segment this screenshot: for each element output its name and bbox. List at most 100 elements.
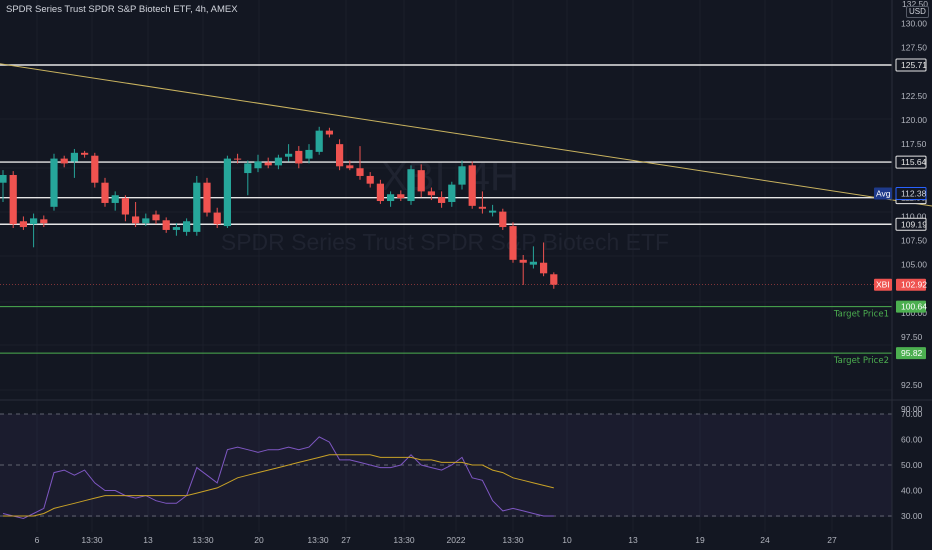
candle-body (295, 150, 303, 164)
candle-body (19, 221, 27, 228)
price-tick-label: 130.00 (901, 19, 927, 29)
candle (438, 191, 446, 208)
price-tick-label: 122.50 (901, 91, 927, 101)
candle (81, 150, 89, 158)
candle (19, 216, 27, 230)
target-label: Target Price2 (833, 356, 889, 366)
chart-title: SPDR Series Trust SPDR S&P Biotech ETF, … (6, 4, 238, 15)
level-tag: 109.19 (895, 217, 927, 231)
time-tick-label: 13:30 (502, 535, 524, 545)
candle-body (519, 259, 527, 263)
target-label: Target Price1 (833, 310, 889, 320)
watermark-name: SPDR Series Trust SPDR S&P Biotech ETF (221, 229, 669, 255)
candle (193, 175, 201, 236)
avg-tag-text: 112.38 (901, 189, 927, 199)
candle-body (244, 163, 252, 174)
candle-body (325, 130, 333, 135)
candle-body (315, 130, 323, 152)
candle-body (499, 211, 507, 228)
candle-body (132, 216, 140, 224)
time-tick-label: 27 (341, 535, 351, 545)
candle (540, 242, 548, 277)
candle-body (60, 158, 68, 164)
price-tick-label: 110.00 (901, 211, 927, 221)
candle-body (142, 218, 150, 224)
candle (70, 148, 78, 178)
rsi-pane (0, 413, 892, 520)
rsi-ma-line (3, 454, 554, 517)
candle-body (81, 152, 89, 155)
candle-body (427, 191, 435, 196)
last-price-tag-bg (896, 278, 926, 291)
price-tick-label: 90.00 (901, 404, 923, 414)
candle (91, 152, 99, 188)
candle (519, 255, 527, 285)
candle-body (234, 158, 242, 160)
candle (183, 218, 191, 236)
price-tick-label: 97.50 (901, 332, 923, 342)
candle (417, 164, 425, 198)
last-price-tag-text: 102.92 (901, 280, 927, 290)
candle (111, 191, 119, 211)
candle (142, 213, 150, 227)
level-tag-text: 125.71 (901, 60, 927, 70)
time-tick-label: 13 (143, 535, 153, 545)
target-tag-bg (896, 347, 926, 360)
candle (550, 272, 558, 289)
candle (50, 153, 58, 211)
candle-body (509, 226, 517, 260)
candle-body (101, 182, 109, 203)
candle-body (417, 170, 425, 192)
candle (9, 171, 17, 229)
time-tick-label: 2022 (447, 535, 466, 545)
price-tick-label: 117.50 (901, 139, 927, 149)
avg-chip: Avg (874, 187, 892, 200)
candle-body (111, 195, 119, 203)
time-tick-label: 27 (827, 535, 837, 545)
candle (509, 222, 517, 263)
time-tick-label: 6 (35, 535, 40, 545)
candle (40, 215, 48, 228)
price-tags: 125.71115.64111.95109.19100.6495.82102.9… (874, 58, 927, 360)
rsi-axis: 70.00 60.00 50.00 40.00 30.00 (901, 409, 923, 521)
candle-body (70, 152, 78, 162)
trendline[interactable] (0, 63, 932, 238)
candle-body (458, 166, 466, 185)
candle-body (40, 219, 48, 224)
candle (213, 207, 221, 229)
price-axis[interactable]: 132.50 130.00 127.50 122.50 120.00 117.50 112.… (901, 0, 928, 414)
currency-badge[interactable]: USD (906, 6, 929, 18)
candle (264, 157, 272, 169)
time-tick-label: 20 (254, 535, 264, 545)
time-axis[interactable]: 6 13:30 13 13:30 20 13:30 27 13:30 2022 13:30 10 13… (35, 535, 837, 545)
level-tag-bg (895, 58, 927, 72)
symbol-chip-text: XBI (876, 280, 890, 290)
candle (132, 201, 140, 228)
candle (376, 179, 384, 204)
candles (0, 126, 558, 289)
time-tick-label: 24 (760, 535, 770, 545)
candle-body (121, 198, 129, 215)
level-tag: 115.64 (895, 155, 927, 169)
avg-tag: 112.38 (895, 187, 927, 201)
candle (499, 208, 507, 230)
level-tag: 125.71 (895, 58, 927, 72)
candle (427, 187, 435, 201)
candle-body (397, 194, 405, 199)
rsi-tick-label: 40.00 (901, 486, 923, 496)
candle-body (407, 169, 415, 202)
candle-body (91, 155, 99, 183)
grid (0, 0, 892, 532)
candle-body (254, 161, 262, 169)
candle-body (438, 197, 446, 203)
last-price-tag: 102.92 (896, 278, 927, 291)
candle-body (356, 168, 364, 176)
candle-body (285, 153, 293, 157)
candle (448, 181, 456, 207)
candle (60, 155, 68, 168)
candle (346, 160, 354, 171)
avg-tag-bg (895, 187, 927, 201)
candle-body (223, 158, 231, 227)
time-tick-label: 13:30 (81, 535, 103, 545)
